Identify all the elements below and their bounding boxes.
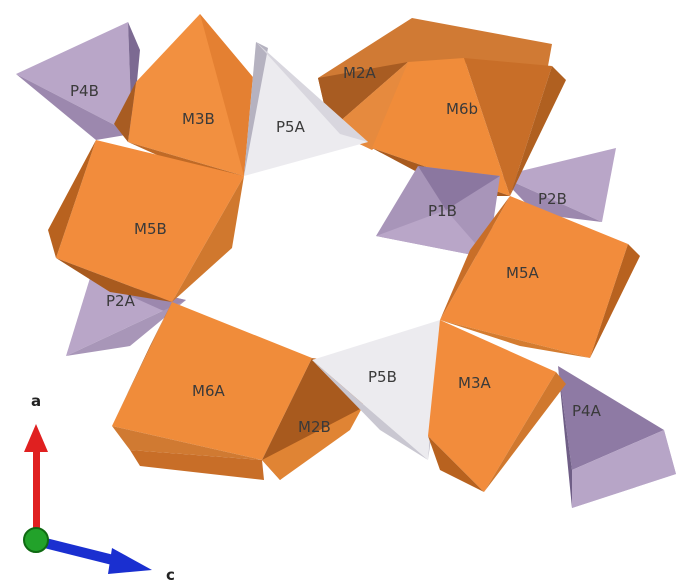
label-P2A: P2A bbox=[106, 292, 136, 310]
axis-a-label: a bbox=[31, 392, 41, 410]
label-P5A: P5A bbox=[276, 118, 306, 136]
label-M6A: M6A bbox=[192, 382, 225, 400]
tetrahedron-P2B bbox=[500, 148, 616, 222]
tetrahedron-P4A bbox=[558, 366, 676, 508]
octahedron-M3A bbox=[428, 320, 566, 492]
axis-a-arrow bbox=[24, 424, 48, 538]
tetrahedron-P1B bbox=[376, 166, 500, 258]
label-M5A: M5A bbox=[506, 264, 539, 282]
label-P4B: P4B bbox=[70, 82, 99, 100]
octahedron-M5A bbox=[440, 196, 640, 358]
octahedron-M3B bbox=[114, 14, 262, 176]
label-P5B: P5B bbox=[368, 368, 397, 386]
label-P4A: P4A bbox=[572, 402, 602, 420]
axis-indicator: a c bbox=[23, 392, 175, 584]
label-M2B: M2B bbox=[298, 418, 331, 436]
label-M3A: M3A bbox=[458, 374, 491, 392]
label-M6b: M6b bbox=[446, 100, 478, 118]
label-M5B: M5B bbox=[134, 220, 167, 238]
label-P1B: P1B bbox=[428, 202, 457, 220]
label-M3B: M3B bbox=[182, 110, 215, 128]
axis-c-arrow bbox=[36, 536, 152, 574]
octahedron-M5B bbox=[48, 140, 244, 302]
tetrahedron-P5A bbox=[244, 42, 368, 176]
axis-c-label: c bbox=[166, 566, 175, 584]
label-P2B: P2B bbox=[538, 190, 567, 208]
axis-b-origin bbox=[24, 528, 48, 552]
octahedron-M6A bbox=[112, 302, 312, 480]
label-M2A: M2A bbox=[343, 64, 376, 82]
